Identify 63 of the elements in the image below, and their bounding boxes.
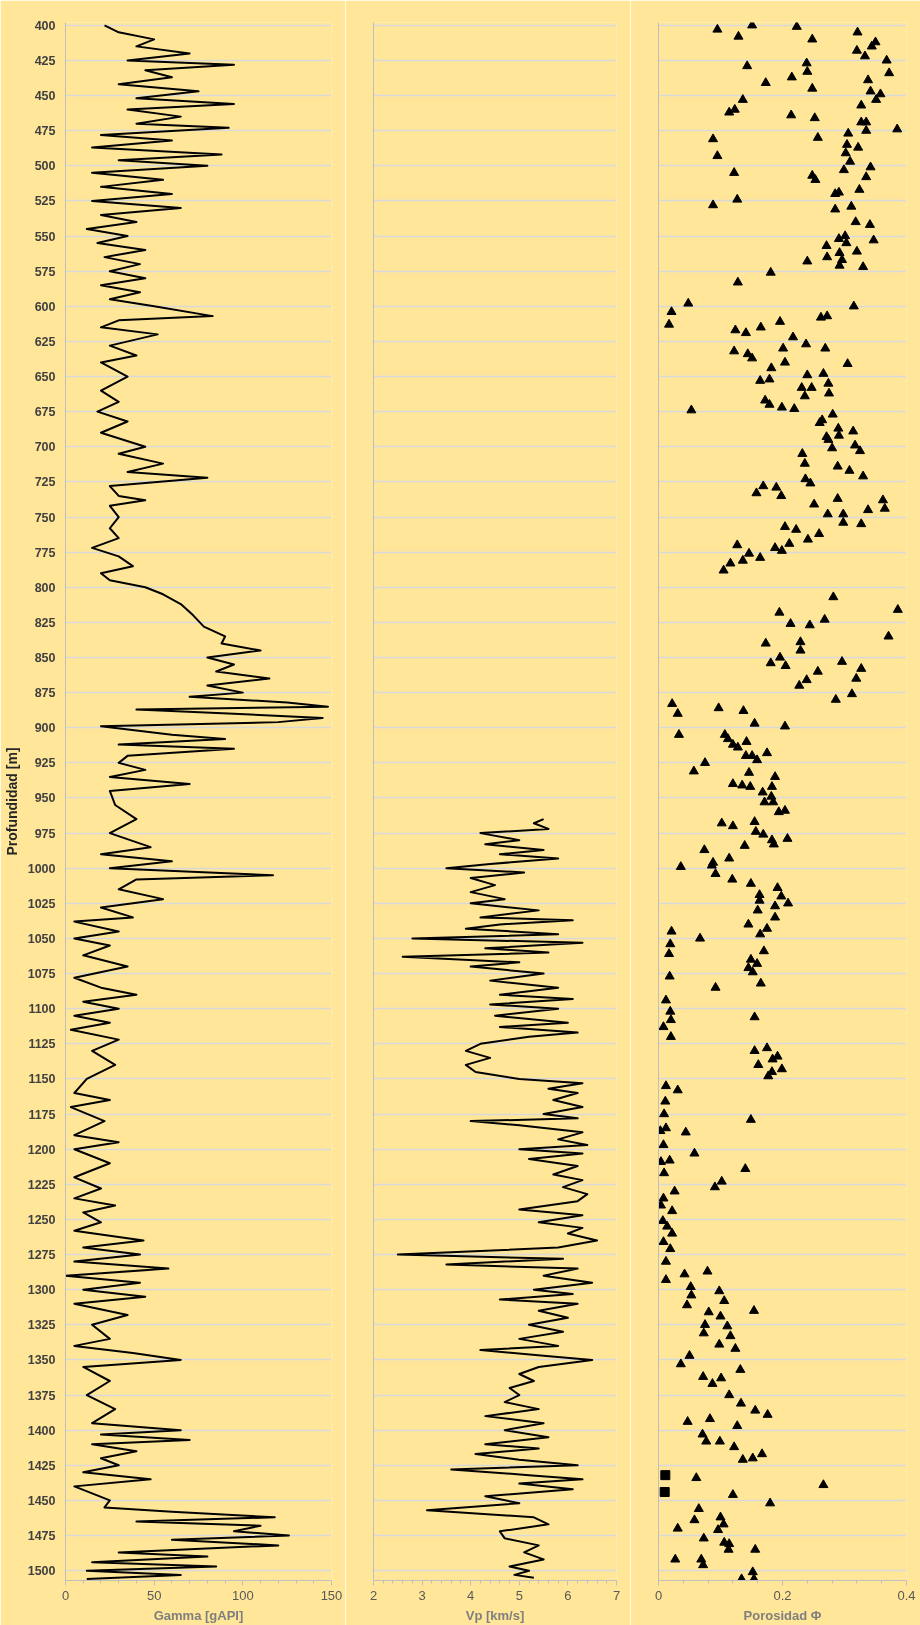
x-tick-label: 0.4	[897, 1587, 916, 1603]
y-tick-label: 525	[34, 194, 56, 209]
y-tick-label: 1025	[27, 896, 56, 911]
x-axis-title: Vp [km/s]	[465, 1607, 525, 1623]
y-tick-label: 1350	[27, 1353, 56, 1368]
y-tick-label: 500	[34, 159, 56, 174]
y-tick-label: 825	[34, 615, 56, 630]
y-tick-label: 1300	[27, 1283, 56, 1298]
y-axis-title: Profundidad [m]	[3, 747, 20, 856]
y-tick-label: 425	[34, 53, 56, 68]
y-tick-label: 725	[34, 475, 56, 490]
y-tick-label: 975	[34, 826, 56, 841]
y-tick-label: 1175	[28, 1107, 56, 1122]
y-tick-label: 625	[34, 334, 56, 349]
x-tick-label: 6	[564, 1587, 572, 1603]
y-tick-label: 675	[34, 405, 56, 420]
x-tick-label: 100	[231, 1587, 254, 1603]
line-series	[65, 24, 329, 1581]
x-tick-label: 2	[369, 1587, 378, 1603]
x-tick-label: 3	[418, 1587, 426, 1603]
x-tick-label: 4	[467, 1587, 475, 1603]
y-tick-label: 575	[34, 264, 56, 279]
y-tick-label: 850	[34, 651, 56, 665]
y-tick-label: 750	[34, 510, 56, 525]
x-tick-label: 0	[654, 1587, 663, 1603]
y-tick-label: 1375	[27, 1388, 56, 1403]
x-tick-label: 0.2	[773, 1587, 792, 1603]
y-tick-label: 1450	[27, 1493, 56, 1508]
y-tick-label: 1150	[28, 1072, 56, 1087]
x-tick-label: 150	[320, 1587, 343, 1603]
y-tick-label: 600	[34, 299, 56, 314]
y-tick-label: 1000	[27, 861, 56, 876]
y-tick-label: 950	[34, 791, 56, 806]
y-tick-label: 800	[34, 580, 56, 595]
y-tick-label: 1275	[27, 1248, 56, 1263]
y-tick-label: 1075	[27, 967, 56, 982]
x-axis-title: Gamma [gAPI]	[153, 1607, 244, 1623]
x-tick-label: 0	[61, 1587, 70, 1603]
y-tick-label: 1100	[28, 1002, 56, 1017]
y-tick-label: 1250	[27, 1212, 56, 1227]
y-tick-label: 925	[34, 756, 56, 771]
x-tick-label: 50	[146, 1587, 162, 1603]
y-tick-label: 475	[34, 124, 56, 139]
y-tick-label: 775	[34, 545, 56, 560]
y-tick-label: 1400	[27, 1423, 56, 1438]
y-tick-label: 400	[34, 18, 56, 33]
y-tick-label: 1500	[27, 1564, 56, 1579]
y-tick-label: 1425	[27, 1458, 56, 1473]
y-tick-label: 650	[34, 370, 56, 385]
y-tick-label: 1225	[27, 1177, 56, 1192]
x-axis-title: Porosidad Φ	[743, 1607, 822, 1623]
y-tick-label: 1125	[28, 1037, 56, 1052]
y-tick-label: 450	[34, 89, 56, 104]
y-tick-label: 700	[34, 440, 56, 455]
y-tick-label: 550	[34, 229, 56, 244]
x-tick-label: 5	[515, 1587, 523, 1603]
y-tick-label: 1200	[27, 1142, 56, 1157]
y-tick-label: 1050	[27, 931, 56, 946]
y-tick-label: 900	[34, 721, 56, 736]
x-tick-label: 7	[612, 1587, 621, 1603]
y-tick-label: 1475	[27, 1529, 56, 1544]
y-tick-label: 1325	[27, 1318, 56, 1333]
y-tick-label: 875	[34, 686, 56, 701]
